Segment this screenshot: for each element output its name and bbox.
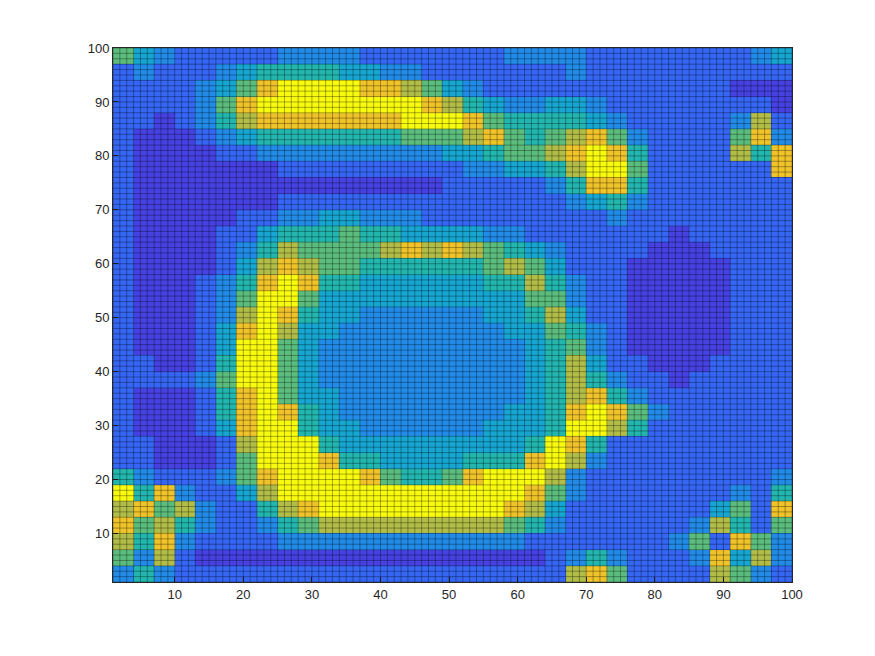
svg-text:90: 90 [716, 587, 730, 602]
svg-text:90: 90 [95, 94, 109, 109]
svg-text:20: 20 [95, 472, 109, 487]
svg-text:50: 50 [442, 587, 456, 602]
svg-text:10: 10 [167, 587, 181, 602]
svg-text:60: 60 [95, 256, 109, 271]
svg-text:40: 40 [373, 587, 387, 602]
svg-text:100: 100 [88, 41, 110, 56]
svg-text:70: 70 [95, 202, 109, 217]
svg-text:30: 30 [305, 587, 319, 602]
svg-text:50: 50 [95, 310, 109, 325]
svg-text:30: 30 [95, 418, 109, 433]
svg-text:80: 80 [648, 587, 662, 602]
svg-text:10: 10 [95, 526, 109, 541]
svg-text:80: 80 [95, 148, 109, 163]
svg-text:60: 60 [510, 587, 524, 602]
svg-text:40: 40 [95, 364, 109, 379]
svg-text:70: 70 [579, 587, 593, 602]
svg-text:20: 20 [236, 587, 250, 602]
svg-text:100: 100 [781, 587, 803, 602]
